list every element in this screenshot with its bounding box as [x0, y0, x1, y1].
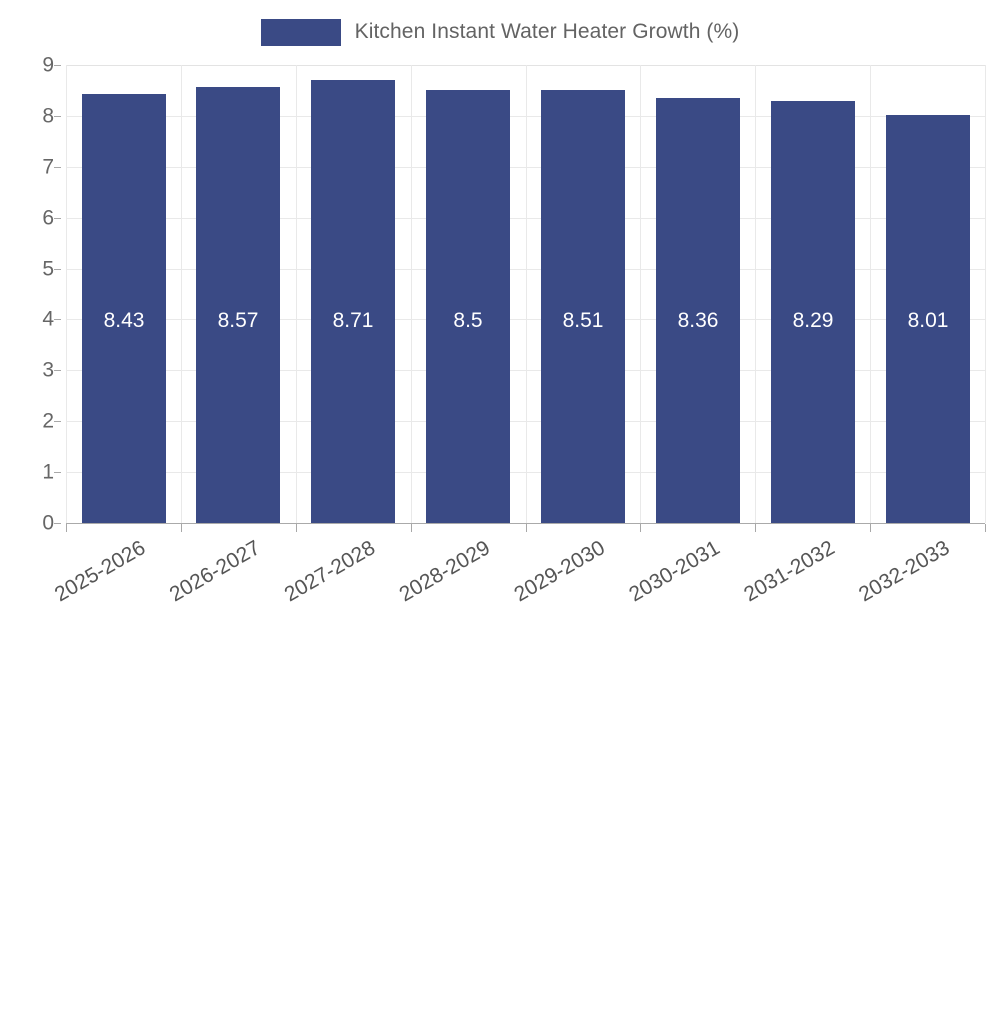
x-tick-mark-2: [296, 524, 297, 532]
bar-2032-2033[interactable]: [886, 115, 970, 523]
gridline-x-0: [66, 65, 67, 523]
bar-2029-2030[interactable]: [541, 89, 625, 523]
y-tick-mark-2: [54, 421, 61, 423]
gridline-x-7: [870, 65, 871, 523]
y-tick-mark-9: [54, 65, 61, 66]
y-tick-label-5: 5: [42, 257, 54, 281]
gridline-x-5: [640, 65, 641, 523]
y-tick-label-6: 6: [42, 206, 54, 230]
y-tick-mark-4: [54, 319, 61, 321]
gridline-x-8: [985, 65, 986, 523]
y-tick-mark-3: [54, 370, 61, 372]
bar-2025-2026[interactable]: [82, 94, 166, 523]
bar-2030-2031[interactable]: [656, 97, 740, 523]
y-tick-mark-8: [54, 115, 61, 117]
gridline-x-2: [296, 65, 297, 523]
x-tick-label-2027-2028: 2027-2028: [280, 536, 380, 607]
bar-value-label-2027-2028: 8.71: [332, 309, 374, 333]
x-tick-mark-6: [755, 524, 756, 532]
y-tick-mark-5: [54, 268, 61, 270]
y-tick-mark-6: [54, 217, 61, 219]
y-tick-label-2: 2: [42, 409, 54, 433]
bars-layer: 8.43 8.57 8.71 8.5 8.51 8.36 8.29 8.01: [66, 65, 985, 523]
bar-2027-2028[interactable]: [311, 79, 395, 523]
y-tick-mark-7: [54, 166, 61, 168]
y-tick-label-7: 7: [42, 155, 54, 179]
x-tick-label-2025-2026: 2025-2026: [50, 536, 150, 607]
x-tick-mark-1: [181, 524, 182, 532]
gridline-y-8: [66, 115, 985, 117]
bar-chart: Kitchen Instant Water Heater Growth (%) …: [0, 12, 1000, 607]
bar-value-label-2029-2030: 8.51: [562, 309, 604, 333]
x-tick-label-2028-2029: 2028-2029: [395, 536, 494, 607]
x-tick-label-2032-2033: 2032-2033: [855, 536, 954, 607]
bar-value-label-2032-2033: 8.01: [907, 309, 949, 333]
bar-2028-2029[interactable]: [426, 90, 510, 523]
y-tick-label-0: 0: [42, 511, 54, 535]
y-tick-label-8: 8: [42, 104, 54, 128]
gridline-y-5: [66, 268, 985, 270]
gridline-y-4: [66, 319, 985, 321]
gridline-y-1: [66, 472, 985, 474]
y-tick-label-3: 3: [42, 358, 54, 382]
bar-value-label-2031-2032: 8.29: [792, 309, 834, 333]
plot-area: 8.43 8.57 8.71 8.5 8.51 8.36 8.29 8.01: [66, 65, 986, 524]
x-tick-label-2026-2027: 2026-2027: [165, 536, 265, 607]
bar-2026-2027[interactable]: [196, 86, 280, 523]
y-tick-mark-0: [54, 523, 61, 524]
bar-value-label-2028-2029: 8.5: [453, 309, 483, 333]
bar-value-label-2030-2031: 8.36: [677, 309, 719, 333]
bar-2031-2032[interactable]: [771, 101, 855, 523]
gridline-x-6: [755, 65, 756, 523]
x-tick-mark-7: [870, 524, 871, 532]
x-tick-mark-3: [411, 524, 412, 532]
y-tick-label-4: 4: [42, 307, 54, 331]
legend-label-series-0: Kitchen Instant Water Heater Growth (%): [354, 20, 740, 43]
gridline-x-4: [526, 65, 527, 523]
x-tick-mark-5: [640, 524, 641, 532]
x-tick-label-2030-2031: 2030-2031: [625, 536, 724, 607]
gridline-y-9: [66, 65, 985, 66]
y-tick-mark-1: [54, 472, 61, 474]
x-tick-mark-0: [66, 524, 67, 532]
bar-value-label-2025-2026: 8.43: [103, 309, 145, 333]
x-tick-label-2029-2030: 2029-2030: [510, 536, 609, 607]
y-tick-label-1: 1: [42, 460, 54, 484]
gridline-x-1: [181, 65, 182, 523]
gridline-y-7: [66, 166, 985, 168]
gridline-y-2: [66, 421, 985, 423]
bar-value-label-2026-2027: 8.57: [217, 309, 259, 333]
y-axis-tick-labels: 0 1 2 3 4 5 6 7 8 9: [14, 55, 61, 534]
y-tick-label-9: 9: [42, 53, 54, 77]
x-tick-label-2031-2032: 2031-2032: [740, 536, 839, 607]
gridline-y-6: [66, 217, 985, 219]
chart-legend: Kitchen Instant Water Heater Growth (%): [0, 12, 1000, 52]
gridline-x-3: [411, 65, 412, 523]
legend-swatch-series-0: [260, 18, 341, 46]
x-tick-mark-4: [526, 524, 527, 532]
gridline-y-0: [66, 523, 985, 524]
x-tick-mark-8: [985, 524, 986, 532]
gridline-y-3: [66, 370, 985, 372]
